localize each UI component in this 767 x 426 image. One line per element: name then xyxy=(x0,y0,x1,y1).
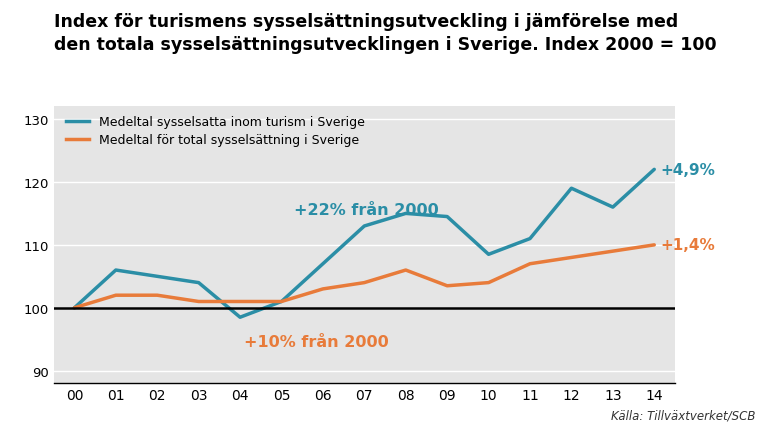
Text: +10% från 2000: +10% från 2000 xyxy=(244,334,389,349)
Text: +22% från 2000: +22% från 2000 xyxy=(294,202,439,217)
Text: +1,4%: +1,4% xyxy=(660,238,715,253)
Text: Källa: Tillväxtverket/SCB: Källa: Tillväxtverket/SCB xyxy=(611,409,755,422)
Text: +4,9%: +4,9% xyxy=(660,162,716,178)
Text: Index för turismens sysselsättningsutveckling i jämförelse med
den totala syssel: Index för turismens sysselsättningsutvec… xyxy=(54,14,716,54)
Legend: Medeltal sysselsatta inom turism i Sverige, Medeltal för total sysselsättning i : Medeltal sysselsatta inom turism i Sveri… xyxy=(66,116,364,147)
